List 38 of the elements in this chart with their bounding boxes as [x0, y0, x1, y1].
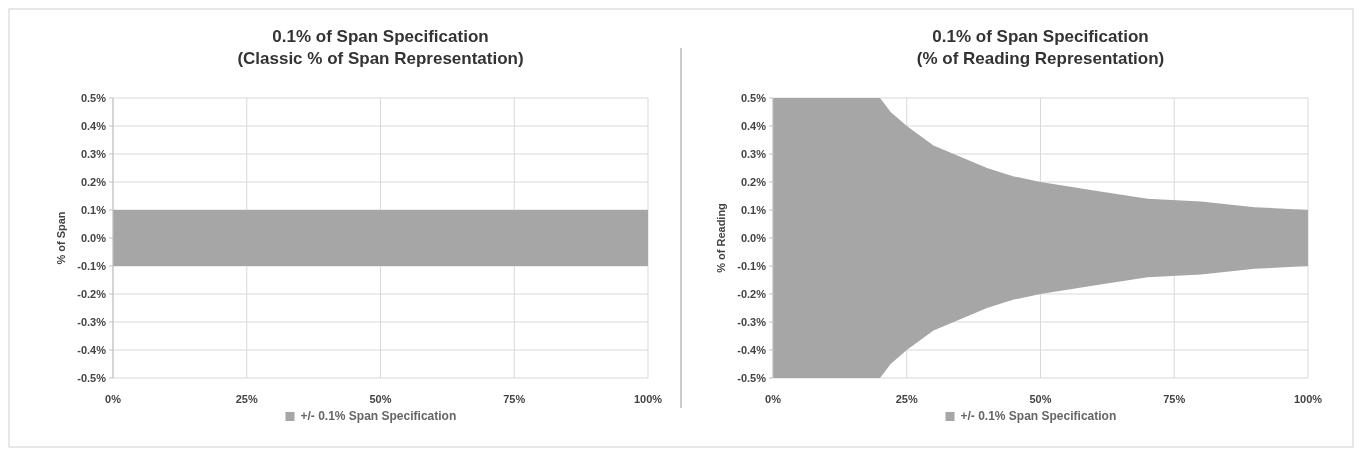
y-tick-label: 0.5% — [80, 91, 107, 104]
y-tick-label: -0.1% — [77, 259, 107, 272]
x-tick-label: 25% — [895, 393, 918, 405]
x-tick-label: 0% — [765, 393, 782, 405]
y-tick-label: -0.4% — [737, 343, 767, 356]
y-tick-label: -0.1% — [737, 259, 767, 272]
y-axis-title: % of Span — [55, 211, 67, 265]
y-tick-label: 0.2% — [80, 175, 107, 188]
chart-title: 0.1% of Span Specification (Classic % of Span Representation) — [237, 27, 524, 68]
y-tick-label: -0.3% — [737, 315, 767, 328]
y-tick-label: -0.2% — [737, 287, 767, 300]
y-tick-label: -0.5% — [77, 371, 107, 384]
x-tick-label: 50% — [1029, 393, 1052, 405]
y-tick-label: 0.1% — [80, 203, 107, 216]
y-tick-label: -0.5% — [737, 371, 767, 384]
y-tick-label: 0.5% — [740, 91, 767, 104]
x-tick-label: 100% — [633, 393, 663, 405]
chart-title: 0.1% of Span Specification (% of Reading Representation) — [916, 27, 1165, 68]
x-tick-label: 50% — [369, 393, 392, 405]
x-tick-label: 25% — [235, 393, 258, 405]
y-tick-label: -0.2% — [77, 287, 107, 300]
legend-label: +/- 0.1% Span Specification — [300, 409, 457, 423]
y-tick-label: 0.1% — [740, 203, 767, 216]
legend-label: +/- 0.1% Span Specification — [960, 409, 1117, 423]
x-tick-label: 75% — [503, 393, 526, 405]
y-tick-label: 0.0% — [80, 231, 107, 244]
y-axis-title: % of Reading — [715, 203, 727, 273]
y-tick-label: 0.4% — [740, 119, 767, 132]
y-tick-label: 0.0% — [740, 231, 767, 244]
y-tick-label: 0.3% — [740, 147, 767, 160]
x-tick-label: 100% — [1293, 393, 1323, 405]
y-tick-label: 0.2% — [740, 175, 767, 188]
y-tick-label: -0.4% — [77, 343, 107, 356]
y-tick-label: 0.4% — [80, 119, 107, 132]
x-tick-label: 0% — [105, 393, 122, 405]
y-tick-label: 0.3% — [80, 147, 107, 160]
y-tick-label: -0.3% — [77, 315, 107, 328]
x-tick-label: 75% — [1163, 393, 1186, 405]
